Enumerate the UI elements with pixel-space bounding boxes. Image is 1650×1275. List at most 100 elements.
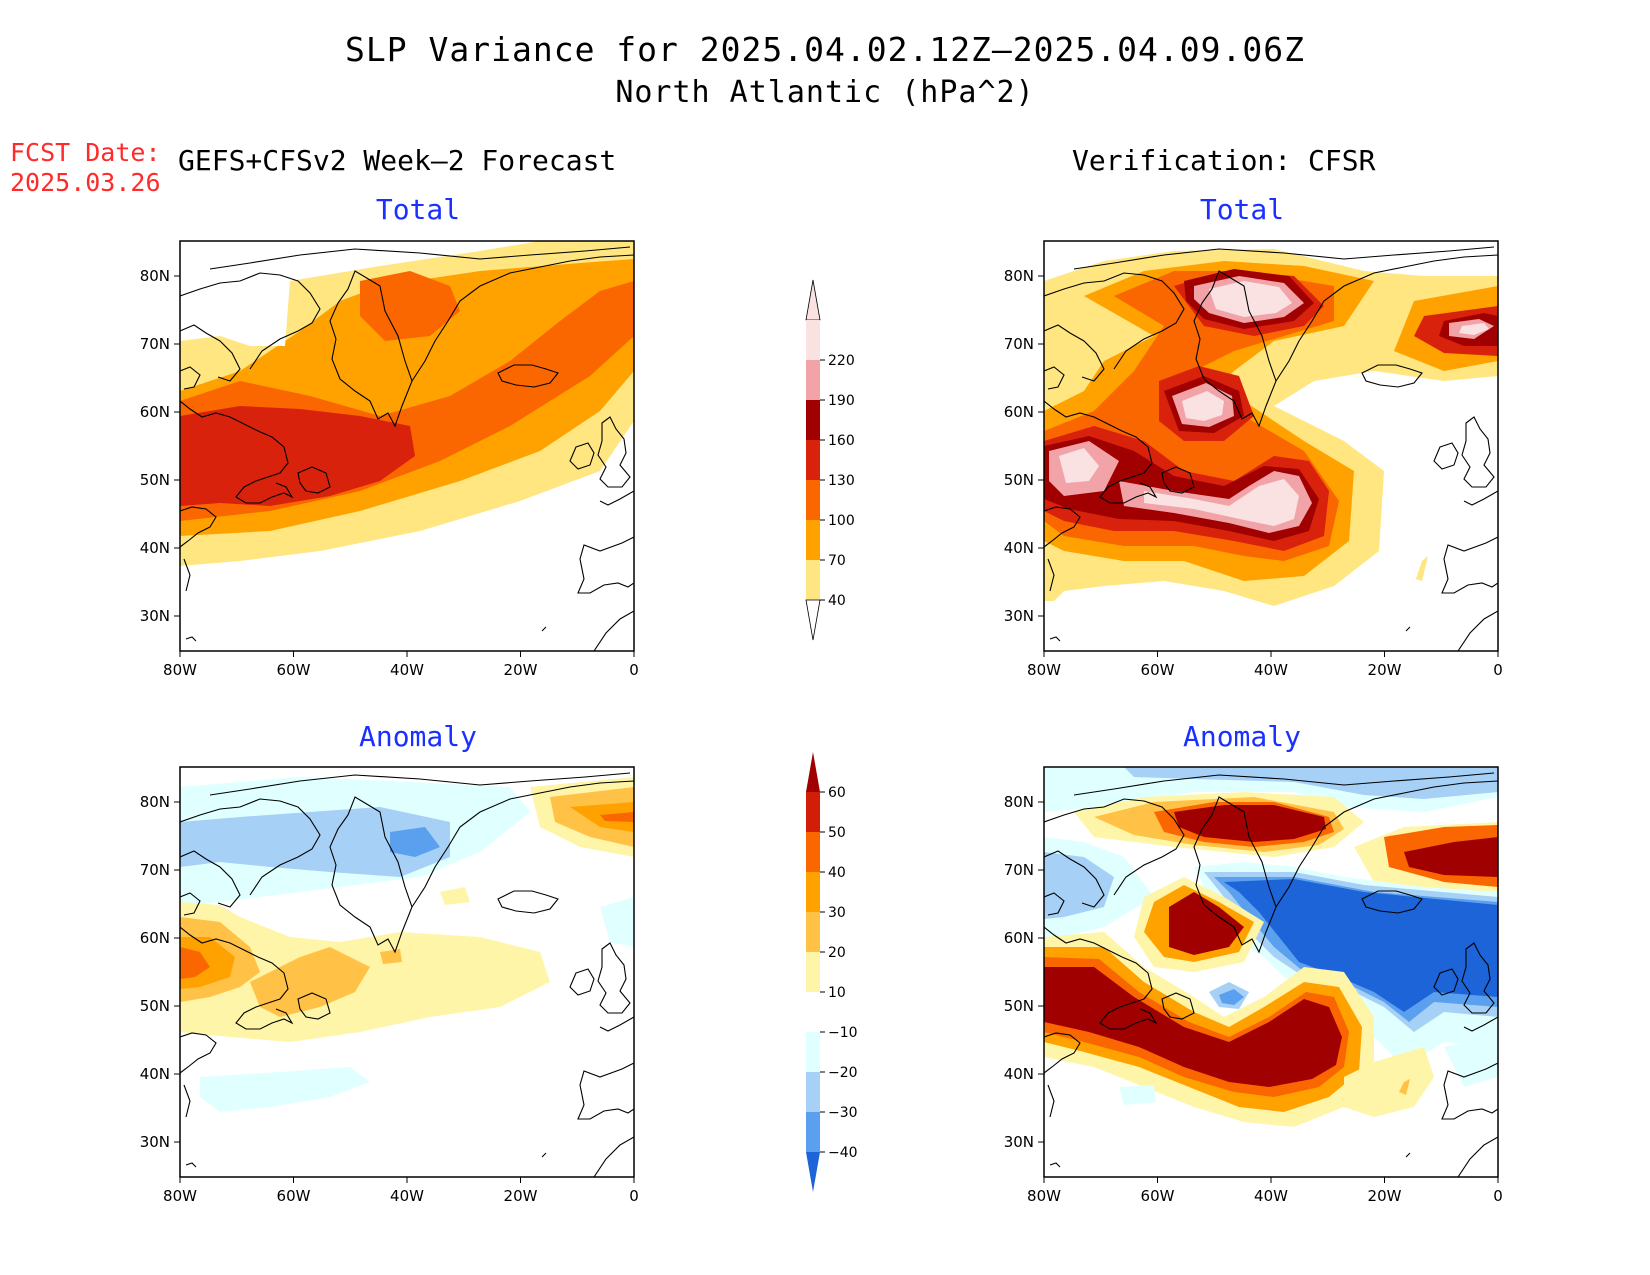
colorbar-total-segment bbox=[806, 400, 820, 440]
lat-label: 70N bbox=[1004, 335, 1034, 353]
lon-label: 80W bbox=[1027, 1187, 1061, 1205]
map-verification-anomaly: 80N 70N 60N 50N 40N 30N 80W 60W 40W 20W … bbox=[1004, 766, 1503, 1205]
lon-label: 60W bbox=[277, 661, 311, 679]
colorbar-anomaly-segment bbox=[806, 832, 820, 872]
colorbar-anomaly-label: 40 bbox=[828, 865, 846, 881]
lat-label: 60N bbox=[1004, 403, 1034, 421]
colorbar-anomaly-segment bbox=[806, 912, 820, 952]
colorbar-total-segment bbox=[806, 440, 820, 480]
colorbar-anomaly-segment bbox=[806, 1072, 820, 1112]
lat-label: 30N bbox=[1004, 1133, 1034, 1151]
lon-label: 60W bbox=[1141, 661, 1175, 679]
colorbar-total-segment bbox=[806, 560, 820, 600]
colorbar-total: 220 190 160 130 100 70 40 bbox=[805, 279, 855, 641]
lon-label: 20W bbox=[504, 661, 538, 679]
colorbar-anomaly-segment bbox=[806, 1032, 820, 1072]
lat-label: 40N bbox=[1004, 539, 1034, 557]
lon-label: 40W bbox=[390, 661, 424, 679]
lat-label: 80N bbox=[1004, 793, 1034, 811]
colorbar-anomaly-label: −20 bbox=[828, 1065, 858, 1081]
map-forecast-total: 80N 70N 60N 50N 40N 30N 80W 60W 40W 20W … bbox=[140, 240, 639, 679]
lat-label: 30N bbox=[1004, 607, 1034, 625]
panel-title-forecast-anomaly: Anomaly bbox=[358, 720, 477, 753]
lat-label: 40N bbox=[140, 539, 170, 557]
lat-label: 30N bbox=[140, 1133, 170, 1151]
colorbar-total-segment bbox=[806, 480, 820, 520]
lon-label: 0 bbox=[1493, 1187, 1503, 1205]
lon-label: 40W bbox=[1254, 1187, 1288, 1205]
colorbar-anomaly-segment bbox=[806, 992, 820, 1032]
colorbar-total-label: 40 bbox=[828, 593, 846, 609]
colorbar-total-bottom-arrow bbox=[805, 599, 821, 641]
lon-label: 20W bbox=[504, 1187, 538, 1205]
verification-column-title: Verification: CFSR bbox=[1072, 144, 1376, 177]
lon-label: 0 bbox=[629, 1187, 639, 1205]
colorbar-anomaly-label: 20 bbox=[828, 945, 846, 961]
colorbar-anomaly-label: −10 bbox=[828, 1025, 858, 1041]
colorbar-anomaly-segment bbox=[806, 872, 820, 912]
colorbar-total-label: 100 bbox=[828, 513, 855, 529]
lat-label: 30N bbox=[140, 607, 170, 625]
latitude-axis-verification-anomaly: 80N 70N 60N 50N 40N 30N bbox=[1004, 793, 1044, 1151]
latitude-axis-forecast-total: 80N 70N 60N 50N 40N 30N bbox=[140, 267, 180, 625]
lon-label: 80W bbox=[163, 1187, 197, 1205]
colorbar-anomaly-top-arrow bbox=[806, 752, 820, 792]
main-subtitle: North Atlantic (hPa^2) bbox=[615, 75, 1035, 110]
colorbar-anomaly-segment bbox=[806, 952, 820, 992]
lat-label: 70N bbox=[140, 861, 170, 879]
colorbar-anomaly: 60 50 40 30 20 10 −10 −20 −30 −40 bbox=[806, 752, 858, 1192]
colorbar-total-label: 70 bbox=[828, 553, 846, 569]
lat-label: 50N bbox=[1004, 471, 1034, 489]
colorbar-anomaly-label: 60 bbox=[828, 785, 846, 801]
lat-label: 50N bbox=[140, 471, 170, 489]
colorbar-total-label: 190 bbox=[828, 393, 855, 409]
colorbar-anomaly-label: −30 bbox=[828, 1105, 858, 1121]
colorbar-total-segment bbox=[806, 520, 820, 560]
lat-label: 40N bbox=[1004, 1065, 1034, 1083]
lat-label: 80N bbox=[1004, 267, 1034, 285]
forecast-date-label: FCST Date: bbox=[10, 138, 161, 167]
colorbar-anomaly-label: −40 bbox=[828, 1145, 858, 1161]
map-verification-total: 80N 70N 60N 50N 40N 30N 80W 60W 40W 20W … bbox=[1004, 240, 1503, 679]
lat-label: 70N bbox=[1004, 861, 1034, 879]
lon-label: 40W bbox=[390, 1187, 424, 1205]
lon-label: 40W bbox=[1254, 661, 1288, 679]
colorbar-total-label: 220 bbox=[828, 353, 855, 369]
lat-label: 50N bbox=[140, 997, 170, 1015]
forecast-date-block: FCST Date: 2025.03.26 bbox=[10, 138, 161, 198]
lat-label: 60N bbox=[1004, 929, 1034, 947]
panel-title-verification-anomaly: Anomaly bbox=[1182, 720, 1301, 753]
forecast-column-title: GEFS+CFSv2 Week–2 Forecast bbox=[178, 144, 617, 177]
colorbar-total-label: 130 bbox=[828, 473, 855, 489]
latitude-axis-verification-total: 80N 70N 60N 50N 40N 30N bbox=[1004, 267, 1044, 625]
lat-label: 50N bbox=[1004, 997, 1034, 1015]
colorbar-anomaly-segment bbox=[806, 792, 820, 832]
lat-label: 80N bbox=[140, 793, 170, 811]
lon-label: 20W bbox=[1368, 1187, 1402, 1205]
colorbar-total-segment bbox=[806, 360, 820, 400]
lon-label: 60W bbox=[1141, 1187, 1175, 1205]
lon-label: 80W bbox=[163, 661, 197, 679]
lat-label: 80N bbox=[140, 267, 170, 285]
lat-label: 60N bbox=[140, 403, 170, 421]
colorbar-total-top-arrow bbox=[805, 279, 821, 321]
longitude-axis-verification-anomaly: 80W 60W 40W 20W 0 bbox=[1027, 1177, 1503, 1205]
lon-label: 80W bbox=[1027, 661, 1061, 679]
lat-label: 60N bbox=[140, 929, 170, 947]
panel-title-forecast-total: Total bbox=[375, 193, 461, 226]
longitude-axis-verification-total: 80W 60W 40W 20W 0 bbox=[1027, 651, 1503, 679]
main-title: SLP Variance for 2025.04.02.12Z–2025.04.… bbox=[345, 30, 1305, 69]
lon-label: 0 bbox=[629, 661, 639, 679]
colorbar-anomaly-label: 30 bbox=[828, 905, 846, 921]
map-forecast-anomaly: 80N 70N 60N 50N 40N 30N 80W 60W 40W 20W … bbox=[140, 766, 639, 1205]
longitude-axis-forecast-total: 80W 60W 40W 20W 0 bbox=[163, 651, 639, 679]
colorbar-anomaly-bottom-arrow bbox=[806, 1152, 820, 1192]
lat-label: 70N bbox=[140, 335, 170, 353]
forecast-date-value: 2025.03.26 bbox=[10, 168, 161, 197]
colorbar-anomaly-label: 50 bbox=[828, 825, 846, 841]
lon-label: 0 bbox=[1493, 661, 1503, 679]
lon-label: 60W bbox=[277, 1187, 311, 1205]
colorbar-anomaly-segment bbox=[806, 1112, 820, 1152]
colorbar-total-segment bbox=[806, 320, 820, 360]
latitude-axis-forecast-anomaly: 80N 70N 60N 50N 40N 30N bbox=[140, 793, 180, 1151]
